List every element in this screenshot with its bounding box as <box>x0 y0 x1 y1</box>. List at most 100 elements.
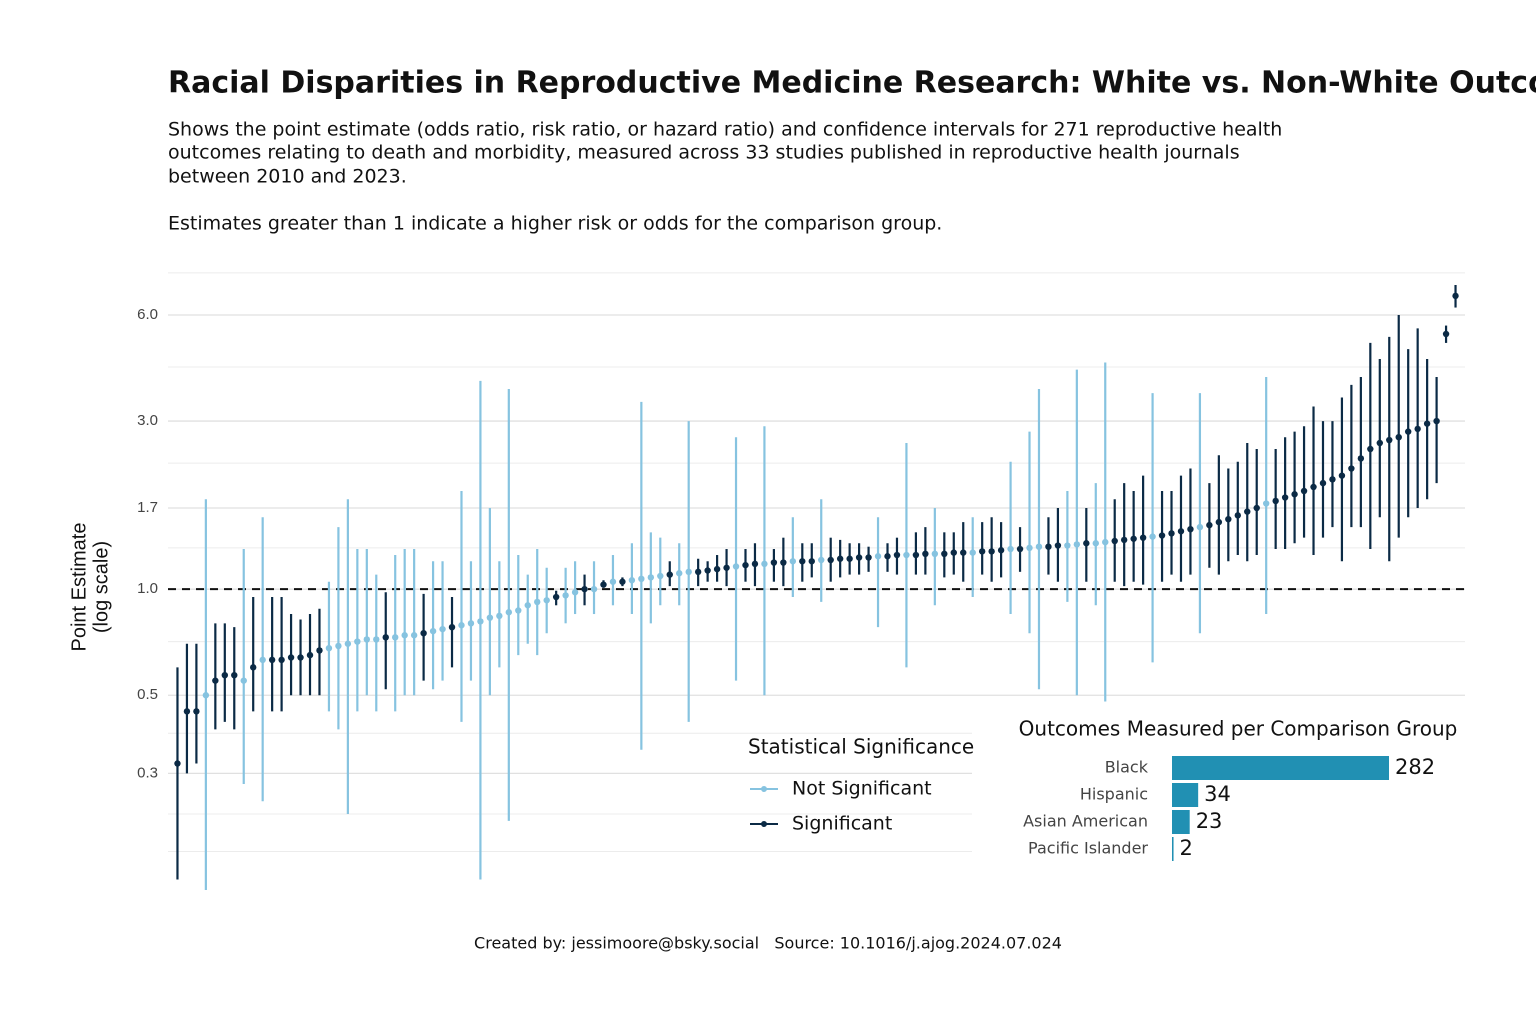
point <box>638 575 645 583</box>
point <box>1111 537 1118 545</box>
point <box>1253 504 1260 512</box>
point <box>1168 530 1175 537</box>
point <box>477 618 484 625</box>
point <box>704 567 711 574</box>
point <box>1177 528 1185 535</box>
value-label: 2 <box>1180 836 1193 860</box>
point <box>1329 476 1336 483</box>
legend-title: Statistical Significance <box>748 735 974 759</box>
point <box>1026 544 1033 552</box>
point <box>1386 436 1393 444</box>
point <box>1442 330 1450 338</box>
bar <box>1172 837 1174 861</box>
point <box>297 654 304 661</box>
point <box>1262 500 1270 507</box>
point <box>392 634 399 641</box>
point <box>221 671 229 679</box>
point <box>657 572 664 580</box>
point <box>1281 494 1289 501</box>
caption: Created by: jessimoore@bsky.social Sourc… <box>474 934 1062 953</box>
point <box>1367 445 1374 453</box>
y-tick-label: 3.0 <box>137 412 158 429</box>
plot <box>174 285 1459 890</box>
point <box>1073 541 1081 548</box>
point <box>1300 487 1308 495</box>
point <box>694 568 702 576</box>
point <box>1225 515 1232 523</box>
point <box>486 614 494 621</box>
value-label: 23 <box>1196 809 1223 833</box>
point <box>874 553 882 560</box>
subtitle: between 2010 and 2023. <box>168 166 407 188</box>
point <box>1357 455 1365 462</box>
point <box>202 692 210 699</box>
point <box>1272 497 1279 505</box>
point <box>231 671 238 679</box>
point <box>855 554 863 561</box>
point <box>865 554 872 561</box>
point <box>628 577 636 584</box>
point <box>969 549 976 556</box>
point <box>467 620 475 627</box>
y-tick-label: 1.7 <box>137 499 158 516</box>
point <box>1139 534 1147 541</box>
point <box>335 642 342 650</box>
point <box>1414 425 1421 433</box>
point <box>344 640 352 647</box>
point <box>1376 439 1383 447</box>
point <box>1452 292 1459 300</box>
point <box>496 612 503 620</box>
point <box>515 607 522 614</box>
point <box>174 760 181 767</box>
value-label: 282 <box>1395 755 1435 779</box>
point <box>1348 465 1355 472</box>
point <box>354 638 361 645</box>
point <box>524 602 531 609</box>
value-label: 34 <box>1204 782 1231 806</box>
grid <box>168 272 1465 853</box>
point <box>1130 535 1137 542</box>
point <box>382 634 389 641</box>
point <box>1092 540 1099 547</box>
point <box>212 677 219 684</box>
legend-key <box>761 821 767 827</box>
point <box>1291 491 1298 498</box>
category-label: Asian American <box>1023 812 1148 831</box>
y-tick-label: 0.5 <box>137 686 158 703</box>
category-label: Hispanic <box>1080 785 1148 804</box>
point <box>183 708 191 715</box>
point <box>1016 545 1024 553</box>
point <box>1433 417 1440 425</box>
point <box>505 609 513 616</box>
y-axis-title: (log scale) <box>90 541 112 633</box>
point <box>732 563 740 570</box>
point <box>278 656 285 664</box>
point <box>893 551 901 559</box>
point <box>420 629 427 637</box>
point <box>1054 542 1062 549</box>
point <box>600 581 607 588</box>
point <box>997 547 1005 554</box>
point <box>761 560 768 568</box>
point <box>988 548 995 555</box>
point <box>960 549 967 556</box>
point <box>1149 533 1156 540</box>
point <box>1423 420 1431 427</box>
point <box>931 550 939 558</box>
point <box>1187 525 1194 533</box>
point <box>1102 538 1109 546</box>
point <box>1083 540 1090 547</box>
point <box>978 548 986 555</box>
point <box>770 559 778 566</box>
point <box>941 550 948 558</box>
point <box>363 636 371 643</box>
point <box>429 627 437 635</box>
point <box>581 585 588 593</box>
category-label: Pacific Islander <box>1028 839 1148 858</box>
point <box>552 593 560 601</box>
point <box>1215 518 1223 526</box>
point <box>751 560 759 568</box>
point <box>401 632 408 639</box>
point <box>1120 536 1128 544</box>
